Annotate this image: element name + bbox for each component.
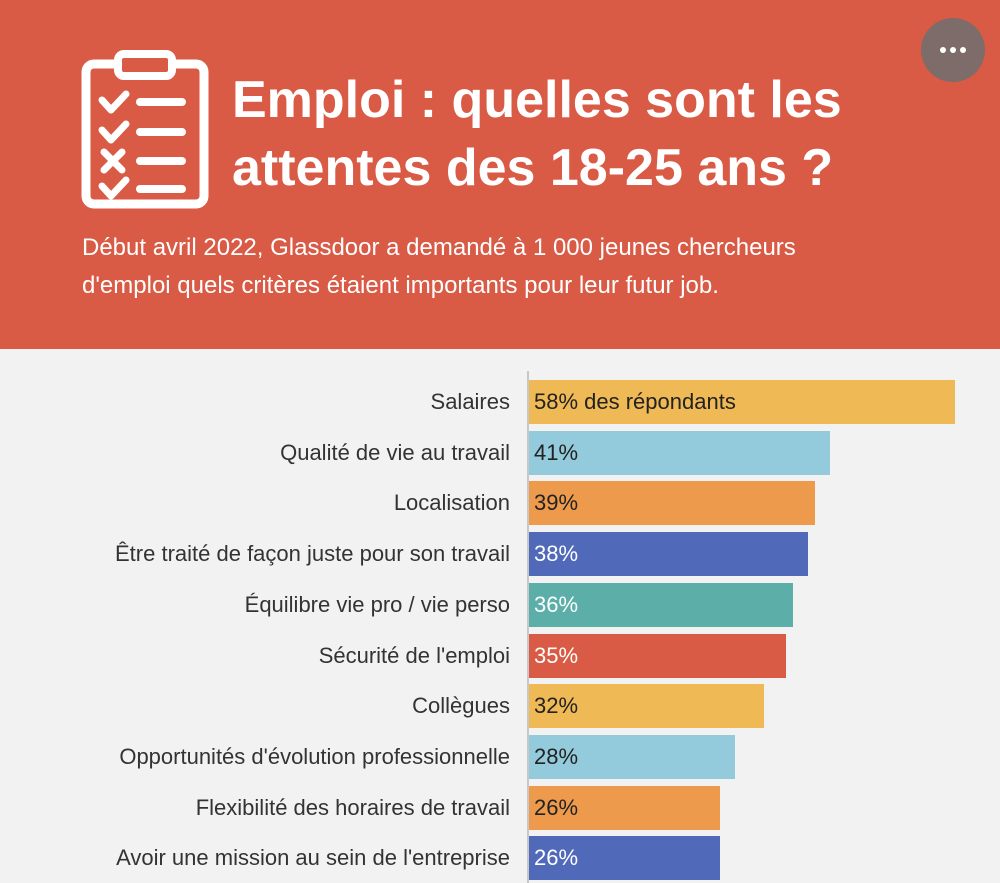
category-label: Collègues xyxy=(412,693,510,719)
category-label: Opportunités d'évolution professionnelle xyxy=(119,743,510,769)
bar-chart: Salaires 58% des répondants Qualité de vie… xyxy=(0,349,1000,883)
more-horizontal-icon xyxy=(940,47,946,53)
bar-value-label: 35% xyxy=(534,642,579,668)
bar-value-label: 26% xyxy=(534,794,579,820)
category-axis-line xyxy=(527,371,529,883)
bar-value-label: 32% xyxy=(534,693,579,719)
bar-value-label: 36% xyxy=(534,591,579,617)
title-line-2: attentes des 18-25 ans ? xyxy=(232,139,834,197)
bar-value-label: 58% des répondants xyxy=(534,389,736,414)
bar: 39% xyxy=(529,481,816,526)
category-label: Localisation xyxy=(393,490,510,516)
bar: 26% xyxy=(529,785,720,830)
subtitle-line-2: d'emploi quels critères étaient importan… xyxy=(82,272,719,299)
bar: 41% xyxy=(529,430,831,475)
bar: 26% xyxy=(529,836,720,881)
bar: 32% xyxy=(529,684,765,729)
more-options-button[interactable] xyxy=(921,18,985,82)
category-label: Avoir une mission au sein de l'entrepris… xyxy=(116,845,510,871)
clipboard-checklist-icon xyxy=(81,50,209,209)
bar-value-label: 28% xyxy=(534,743,579,769)
category-label: Sécurité de l'emploi xyxy=(318,642,510,668)
bar: 38% xyxy=(529,532,809,577)
more-horizontal-icon xyxy=(950,47,956,53)
category-label: Salaires xyxy=(430,389,510,414)
category-label: Flexibilité des horaires de travail xyxy=(195,794,510,820)
bar-value-label: 26% xyxy=(534,845,579,871)
subtitle-line-1: Début avril 2022, Glassdoor a demandé à … xyxy=(82,234,796,261)
more-horizontal-icon xyxy=(960,47,966,53)
title-line-1: Emploi : quelles sont les xyxy=(232,71,842,129)
subtitle: Début avril 2022, Glassdoor a demandé à … xyxy=(82,229,962,305)
header-banner: Emploi : quelles sont les attentes des 1… xyxy=(0,0,1000,349)
bar: 58% des répondants xyxy=(529,380,955,424)
bar: 28% xyxy=(529,734,735,779)
bar: 36% xyxy=(529,582,794,627)
category-label: Qualité de vie au travail xyxy=(280,439,510,465)
page-title: Emploi : quelles sont les attentes des 1… xyxy=(232,66,972,202)
category-label: Être traité de façon juste pour son trav… xyxy=(115,541,510,567)
category-label: Équilibre vie pro / vie perso xyxy=(244,591,510,617)
bar-value-label: 38% xyxy=(534,541,579,567)
bar: 35% xyxy=(529,633,787,678)
bar-value-label: 41% xyxy=(534,439,579,465)
bar-value-label: 39% xyxy=(534,490,579,516)
